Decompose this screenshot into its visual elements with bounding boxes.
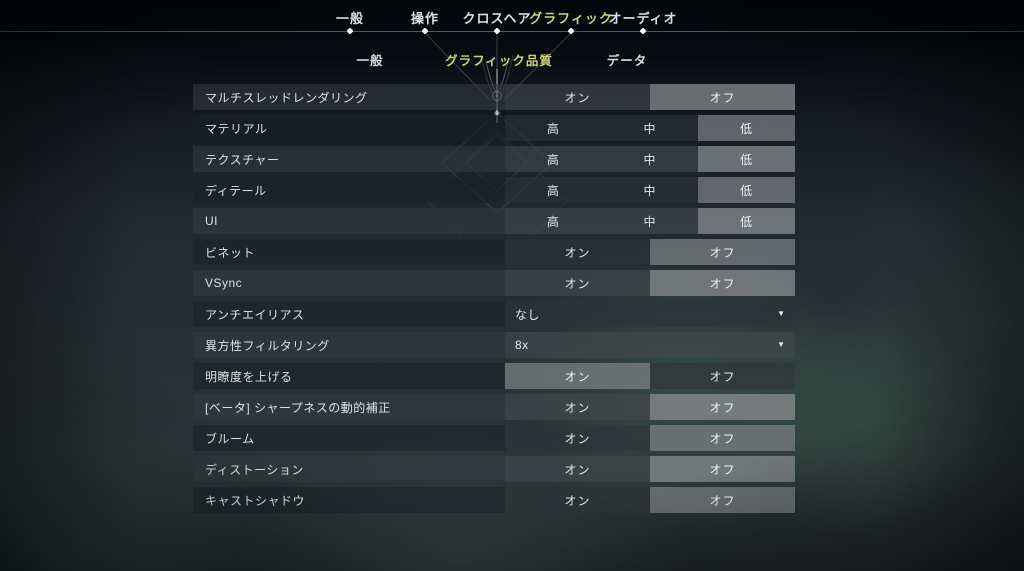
toggle-group: オン オフ bbox=[505, 239, 795, 265]
setting-row-bloom: ブルーム オン オフ bbox=[193, 425, 795, 451]
option-off[interactable]: オフ bbox=[650, 425, 795, 451]
setting-label: ディストーション bbox=[205, 462, 304, 477]
graphics-quality-settings-list: マルチスレッドレンダリング オン オフ マテリアル 高 中 低 テクスチャー 高… bbox=[193, 84, 796, 518]
option-off[interactable]: オフ bbox=[650, 270, 795, 296]
setting-row-anisotropic-filtering: 異方性フィルタリング 8x ▼ bbox=[193, 332, 795, 358]
setting-label: テクスチャー bbox=[205, 152, 280, 167]
option-off[interactable]: オフ bbox=[650, 456, 795, 482]
setting-label: キャストシャドウ bbox=[205, 493, 306, 508]
setting-label: ブルーム bbox=[205, 431, 255, 446]
dropdown: 8x ▼ bbox=[505, 332, 795, 358]
option-high[interactable]: 高 bbox=[546, 121, 560, 136]
option-on[interactable]: オン bbox=[564, 493, 591, 508]
dropdown-value: なし bbox=[515, 307, 541, 322]
tab-graphics[interactable]: グラフィック bbox=[529, 11, 613, 26]
option-off[interactable]: オフ bbox=[650, 84, 795, 110]
tab-divider-line bbox=[0, 31, 1024, 32]
setting-label: VSync bbox=[205, 276, 243, 290]
setting-row-distortion: ディストーション オン オフ bbox=[193, 456, 795, 482]
tab-controls[interactable]: 操作 bbox=[410, 11, 440, 26]
option-on[interactable]: オン bbox=[564, 276, 591, 291]
anti-aliasing-dropdown[interactable]: なし ▼ bbox=[505, 301, 795, 327]
setting-row-experimental-sharpening: [ベータ] シャープネスの動的補正 オン オフ bbox=[193, 394, 795, 420]
option-off[interactable]: オフ bbox=[650, 394, 795, 420]
toggle-group: 高 中 低 bbox=[505, 146, 796, 172]
toggle-group: オン オフ bbox=[505, 456, 795, 482]
option-off[interactable]: オフ bbox=[650, 487, 795, 513]
setting-row-ui: UI 高 中 低 bbox=[193, 208, 796, 234]
dropdown: なし ▼ bbox=[505, 301, 795, 327]
option-low[interactable]: 低 bbox=[698, 115, 796, 141]
setting-label: マルチスレッドレンダリング bbox=[205, 90, 368, 105]
option-on[interactable]: オン bbox=[564, 462, 591, 477]
option-medium[interactable]: 中 bbox=[643, 183, 657, 198]
setting-row-vignette: ビネット オン オフ bbox=[193, 239, 795, 265]
option-on[interactable]: オン bbox=[564, 400, 591, 415]
toggle-group: オン オフ bbox=[505, 363, 795, 389]
setting-row-detail: ディテール 高 中 低 bbox=[193, 177, 796, 203]
subtab-data[interactable]: データ bbox=[606, 54, 648, 68]
setting-row-texture: テクスチャー 高 中 低 bbox=[193, 146, 796, 172]
toggle-group: 高 中 低 bbox=[505, 115, 796, 141]
tab-audio[interactable]: オーディオ bbox=[608, 11, 678, 26]
tab-general[interactable]: 一般 bbox=[335, 11, 365, 26]
option-low[interactable]: 低 bbox=[698, 146, 796, 172]
toggle-group: オン オフ bbox=[505, 394, 795, 420]
option-high[interactable]: 高 bbox=[546, 214, 560, 229]
option-off[interactable]: オフ bbox=[650, 239, 795, 265]
setting-label: [ベータ] シャープネスの動的補正 bbox=[205, 400, 391, 415]
option-on[interactable]: オン bbox=[564, 245, 591, 260]
setting-row-multithreaded-rendering: マルチスレッドレンダリング オン オフ bbox=[193, 84, 795, 110]
toggle-group: オン オフ bbox=[505, 487, 795, 513]
setting-label: ディテール bbox=[205, 183, 267, 198]
option-on[interactable]: オン bbox=[564, 431, 591, 446]
toggle-group: オン オフ bbox=[505, 84, 795, 110]
setting-label: 明瞭度を上げる bbox=[205, 369, 293, 384]
tab-crosshair[interactable]: クロスヘア bbox=[462, 11, 532, 26]
chevron-down-icon: ▼ bbox=[777, 309, 785, 318]
anisotropic-filtering-dropdown[interactable]: 8x ▼ bbox=[505, 332, 795, 358]
setting-row-vsync: VSync オン オフ bbox=[193, 270, 795, 296]
chevron-down-icon: ▼ bbox=[777, 340, 785, 349]
option-medium[interactable]: 中 bbox=[643, 121, 657, 136]
setting-label: アンチエイリアス bbox=[205, 307, 305, 322]
toggle-group: 高 中 低 bbox=[505, 208, 796, 234]
dropdown-value: 8x bbox=[515, 338, 529, 352]
option-medium[interactable]: 中 bbox=[643, 152, 657, 167]
setting-row-material: マテリアル 高 中 低 bbox=[193, 115, 796, 141]
setting-label: 異方性フィルタリング bbox=[205, 338, 330, 353]
toggle-group: 高 中 低 bbox=[505, 177, 796, 203]
option-medium[interactable]: 中 bbox=[643, 214, 657, 229]
option-low[interactable]: 低 bbox=[698, 208, 796, 234]
option-high[interactable]: 高 bbox=[546, 183, 560, 198]
option-on[interactable]: オン bbox=[564, 90, 591, 105]
toggle-group: オン オフ bbox=[505, 425, 795, 451]
toggle-group: オン オフ bbox=[505, 270, 795, 296]
setting-row-improve-clarity: 明瞭度を上げる オン オフ bbox=[193, 363, 795, 389]
option-on[interactable]: オン bbox=[505, 363, 650, 389]
option-high[interactable]: 高 bbox=[546, 152, 560, 167]
subtab-general[interactable]: 一般 bbox=[356, 54, 384, 68]
setting-label: ビネット bbox=[205, 245, 256, 260]
setting-label: マテリアル bbox=[205, 121, 268, 136]
setting-row-cast-shadows: キャストシャドウ オン オフ bbox=[193, 487, 795, 513]
subtab-graphics-quality[interactable]: グラフィック品質 bbox=[445, 54, 553, 68]
setting-row-anti-aliasing: アンチエイリアス なし ▼ bbox=[193, 301, 795, 327]
setting-label: UI bbox=[205, 214, 218, 228]
option-low[interactable]: 低 bbox=[698, 177, 796, 203]
option-off[interactable]: オフ bbox=[709, 369, 736, 384]
